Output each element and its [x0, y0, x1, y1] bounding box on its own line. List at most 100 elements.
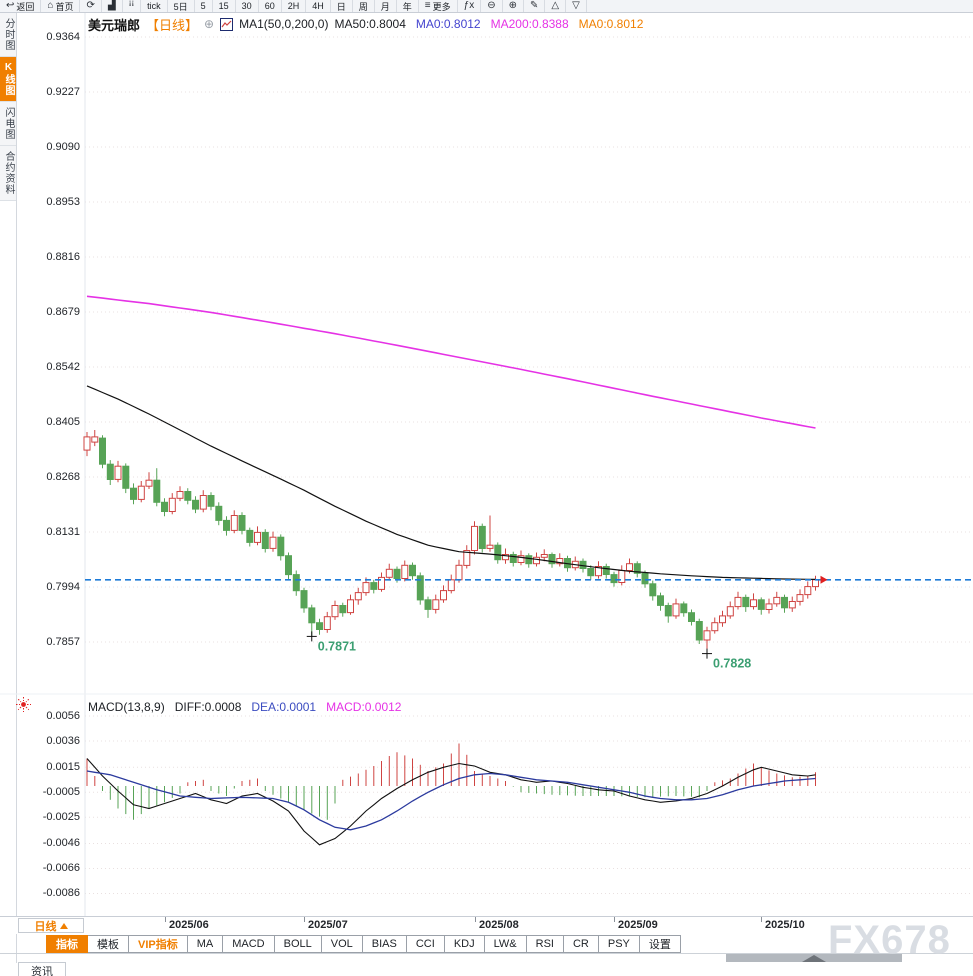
indicator-settings-icon[interactable]: [15, 696, 32, 713]
pencil-icon: ✎: [530, 0, 539, 11]
news-tab[interactable]: 资讯: [18, 962, 66, 976]
toolbar-shape-down-button[interactable]: ▽: [566, 0, 587, 12]
toolbar-year-label: 年: [402, 1, 412, 12]
toolbar-day-button[interactable]: 日: [331, 0, 353, 12]
toolbar-draw-button[interactable]: ✎: [524, 0, 546, 12]
left-sidebar: 分时图 K线图 闪电图 合约资料: [0, 13, 17, 963]
month-tick: [614, 917, 615, 922]
sidebar-tab-1[interactable]: K线图: [0, 57, 16, 102]
toolbar-m60-label: 60: [264, 1, 275, 11]
indicator-tab-MACD[interactable]: MACD: [223, 935, 275, 953]
indicator-tab-MA[interactable]: MA: [187, 935, 224, 953]
back-icon: ↩: [6, 0, 15, 11]
toolbar-zoom-out-button[interactable]: ⊖: [481, 0, 503, 12]
candlestick-icon: ꜟꜟ: [128, 0, 135, 11]
macd-title: MACD(13,8,9): [88, 699, 165, 714]
toolbar-week-button[interactable]: 周: [353, 0, 375, 12]
month-tick: [761, 917, 762, 922]
function-icon: ƒx: [463, 0, 475, 11]
ma-legend-value-1: MA0:0.8012: [415, 17, 481, 31]
macd-axis-label: -0.0025: [42, 810, 80, 823]
zoom-in-icon: ⊕: [508, 0, 517, 11]
svg-text:0.7871: 0.7871: [318, 639, 356, 653]
toolbar-candle-chart-button[interactable]: ꜟꜟ: [123, 0, 142, 12]
macd-legend-value-2: MACD:0.0012: [326, 699, 402, 714]
indicator-tab-CR[interactable]: CR: [563, 935, 599, 953]
toolbar-5d-button[interactable]: 5日: [168, 0, 195, 12]
price-axis-label: 0.7994: [46, 580, 80, 593]
toolbar-refresh-button[interactable]: ⟳: [80, 0, 102, 12]
toolbar-m5-label: 5: [200, 1, 206, 11]
symbol-name: 美元瑞郎: [88, 17, 141, 33]
toolbar-m30-button[interactable]: 30: [236, 0, 259, 12]
indicator-tab-VIP指标[interactable]: VIP指标: [129, 935, 188, 953]
ma-legend-value-2: MA200:0.8388: [490, 17, 569, 31]
price-axis-label: 0.9364: [46, 30, 80, 43]
sidebar-tab-0[interactable]: 分时图: [0, 13, 16, 57]
price-axis-label: 0.9227: [46, 85, 80, 98]
panel-collapse-handle[interactable]: [726, 954, 902, 962]
toolbar-home-button[interactable]: ⌂ 首页: [41, 0, 81, 12]
toolbar-m60-button[interactable]: 60: [259, 0, 282, 12]
month-label: 2025/06: [169, 919, 209, 931]
toolbar-h2-button[interactable]: 2H: [282, 0, 307, 12]
toolbar-tick-label: tick: [147, 1, 161, 11]
toolbar-week-label: 周: [358, 1, 368, 12]
bar-chart-icon: ▟: [107, 0, 116, 11]
period-selector-button[interactable]: 日线: [18, 918, 84, 933]
period-selector-label: 日线: [34, 920, 57, 933]
toolbar-tick-button[interactable]: tick: [141, 0, 168, 12]
month-label: 2025/10: [765, 919, 805, 931]
macd-axis-label: 0.0056: [46, 709, 80, 722]
toolbar-month-button[interactable]: 月: [375, 0, 397, 12]
macd-axis-label: 0.0015: [46, 760, 80, 773]
macd-axis-label: -0.0005: [42, 785, 80, 798]
toolbar-h4-button[interactable]: 4H: [306, 0, 331, 12]
indicator-tab-VOL[interactable]: VOL: [321, 935, 363, 953]
indicator-tab-LW&[interactable]: LW&: [484, 935, 527, 953]
indicator-tab-指标[interactable]: 指标: [46, 935, 88, 953]
toolbar-m15-button[interactable]: 15: [213, 0, 236, 12]
top-toolbar: ↩ 返回 ⌂ 首页 ⟳ ▟ ꜟꜟ tick 5日 5 15 30 60 2H 4H 日周月年 ≡ 更多 ƒx ⊖ ⊕ ✎ △…: [0, 0, 973, 13]
sidebar-tab-3[interactable]: 合约资料: [0, 146, 16, 201]
toolbar-zoom-in-button[interactable]: ⊕: [503, 0, 524, 12]
indicator-tab-模板[interactable]: 模板: [88, 935, 129, 953]
time-axis: [0, 916, 973, 934]
tabbar-underline: [0, 953, 973, 954]
sidebar-tab-2[interactable]: 闪电图: [0, 102, 16, 146]
add-indicator-icon[interactable]: ⊕: [204, 17, 215, 31]
indicator-tab-KDJ[interactable]: KDJ: [444, 935, 485, 953]
indicator-tab-BIAS[interactable]: BIAS: [362, 935, 407, 953]
indicator-tab-RSI[interactable]: RSI: [526, 935, 564, 953]
toolbar-back-button[interactable]: ↩ 返回: [0, 0, 42, 12]
indicator-tab-BOLL[interactable]: BOLL: [274, 935, 322, 953]
toolbar-shape-up-button[interactable]: △: [545, 0, 567, 12]
triangle-up-icon: [59, 922, 68, 929]
ma-legend-value-0: MA50:0.8004: [334, 17, 406, 31]
indicator-tab-CCI[interactable]: CCI: [406, 935, 445, 953]
macd-legend: MACD(13,8,9) DIFF:0.0008 DEA:0.0001 MACD:0…: [88, 699, 401, 714]
mini-chart-icon: [220, 17, 234, 31]
toolbar-more-button[interactable]: ≡ 更多: [419, 0, 458, 12]
toolbar-bar-chart-button[interactable]: ▟: [102, 0, 123, 12]
macd-axis-label: -0.0066: [42, 862, 80, 874]
toolbar-more-label: 更多: [432, 1, 451, 12]
toolbar-m30-label: 30: [241, 1, 252, 11]
indicator-tabbar: 指标 模板 VIP指标 MA MACD BOLL VOL BIAS CCI KDJ LW& RSI CR…: [46, 935, 681, 953]
price-axis-label: 0.7857: [46, 635, 80, 648]
period-label: 【日线】: [146, 17, 199, 33]
toolbar-m5-button[interactable]: 5: [195, 0, 213, 12]
triangle-down-line-icon: ▽: [572, 0, 580, 11]
toolbar-5d-label: 5日: [173, 1, 188, 12]
month-tick: [475, 917, 476, 922]
indicator-tab-设置[interactable]: 设置: [639, 935, 681, 953]
toolbar-fx-button[interactable]: ƒx: [458, 0, 482, 12]
refresh-icon: ⟳: [86, 0, 95, 11]
macd-axis-label: -0.0046: [42, 837, 80, 849]
ma-legend-value-3: MA0:0.8012: [578, 17, 644, 31]
toolbar-year-button[interactable]: 年: [397, 0, 419, 12]
toolbar-home-label: 首页: [55, 1, 74, 12]
indicator-tab-PSY[interactable]: PSY: [598, 935, 640, 953]
month-label: 2025/07: [308, 919, 348, 931]
